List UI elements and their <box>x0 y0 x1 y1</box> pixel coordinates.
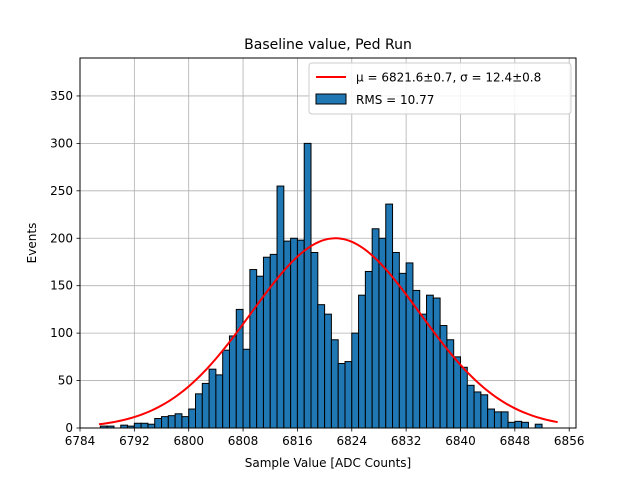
histogram-bar <box>487 408 495 429</box>
histogram-bar <box>480 394 489 429</box>
x-axis-label: Sample Value [ADC Counts] <box>245 456 411 470</box>
histogram-bar <box>432 297 441 429</box>
x-tick-label: 6792 <box>119 434 150 448</box>
histogram-bar <box>222 349 230 429</box>
histogram-bar <box>276 185 285 429</box>
y-tick-label: 0 <box>65 421 73 435</box>
histogram-bar <box>324 313 332 429</box>
histogram-bar <box>181 416 190 429</box>
legend-histogram-label: RMS = 10.77 <box>356 93 434 107</box>
histogram-bar <box>154 418 163 429</box>
histogram-bar <box>473 391 482 429</box>
histogram-bar <box>405 262 414 429</box>
x-tick-label: 6848 <box>500 434 531 448</box>
histogram-bar <box>507 421 516 429</box>
histogram-bar <box>426 294 434 429</box>
histogram-bar <box>398 272 407 429</box>
gaussian-fit-curve <box>98 237 558 426</box>
histogram-bar <box>262 256 271 429</box>
x-tick-label: 6816 <box>282 434 313 448</box>
histogram-bars <box>99 142 543 429</box>
x-axis-ticks: 6784 6792 6800 6808 6816 6824 6832 6840 6848 6856 <box>65 428 585 448</box>
chart-title: Baseline value, Ped Run <box>244 37 412 53</box>
histogram-bar <box>133 422 142 429</box>
legend: μ = 6821.6±0.7, σ = 12.4±0.8 RMS = 10.77 <box>308 62 572 115</box>
x-tick-label: 6840 <box>445 434 476 448</box>
histogram-bar <box>419 313 428 429</box>
x-tick-label: 6824 <box>337 434 368 448</box>
histogram-bar <box>188 408 197 429</box>
y-tick-label: 350 <box>50 89 73 103</box>
histogram-bar <box>140 422 149 429</box>
y-axis-ticks: 0 50 100 150 200 250 300 350 <box>50 89 80 435</box>
histogram-bar <box>215 374 224 429</box>
histogram-bar <box>514 420 523 429</box>
legend-histogram-swatch <box>315 93 347 105</box>
histogram-bar <box>385 203 394 429</box>
axes-frame <box>79 57 577 429</box>
histogram-bar <box>466 384 475 429</box>
histogram-bar <box>290 237 298 429</box>
y-tick-label: 300 <box>50 136 73 150</box>
histogram-bar <box>167 415 176 429</box>
y-tick-label: 50 <box>58 374 73 388</box>
histogram-bar <box>351 332 360 429</box>
histogram-bar <box>303 142 312 429</box>
histogram-bar <box>358 294 366 429</box>
x-tick-label: 6800 <box>173 434 204 448</box>
x-tick-label: 6832 <box>391 434 422 448</box>
legend-fit-label: μ = 6821.6±0.7, σ = 12.4±0.8 <box>356 71 541 85</box>
y-tick-label: 250 <box>50 184 73 198</box>
histogram-bar <box>161 416 169 429</box>
histogram-bar <box>201 382 210 429</box>
histogram-bar <box>296 239 305 429</box>
histogram-bar <box>534 423 543 429</box>
histogram-bar <box>364 270 373 429</box>
histogram-bar <box>147 423 156 429</box>
histogram-bar <box>337 362 346 429</box>
x-tick-label: 6808 <box>228 434 259 448</box>
histogram-bar <box>317 304 326 429</box>
histogram-bar <box>249 269 258 429</box>
histogram-bar <box>493 411 502 429</box>
y-tick-label: 100 <box>50 326 73 340</box>
y-axis-label: Events <box>25 223 39 264</box>
histogram-bar <box>242 348 251 429</box>
histogram-bar <box>228 335 237 429</box>
histogram-bar <box>453 356 461 429</box>
histogram-bar <box>330 339 339 429</box>
x-tick-label: 6856 <box>554 434 585 448</box>
histogram-bar <box>521 421 529 429</box>
histogram-bar <box>174 413 183 429</box>
histogram-bar <box>208 368 217 429</box>
histogram-bar <box>195 393 203 429</box>
x-tick-label: 6784 <box>65 434 96 448</box>
histogram-bar <box>500 411 509 429</box>
histogram-bar <box>310 251 319 429</box>
y-tick-label: 200 <box>50 231 73 245</box>
histogram-bar <box>344 361 353 429</box>
y-tick-label: 150 <box>50 279 73 293</box>
legend-box <box>308 62 572 115</box>
histogram-bar <box>459 366 468 429</box>
